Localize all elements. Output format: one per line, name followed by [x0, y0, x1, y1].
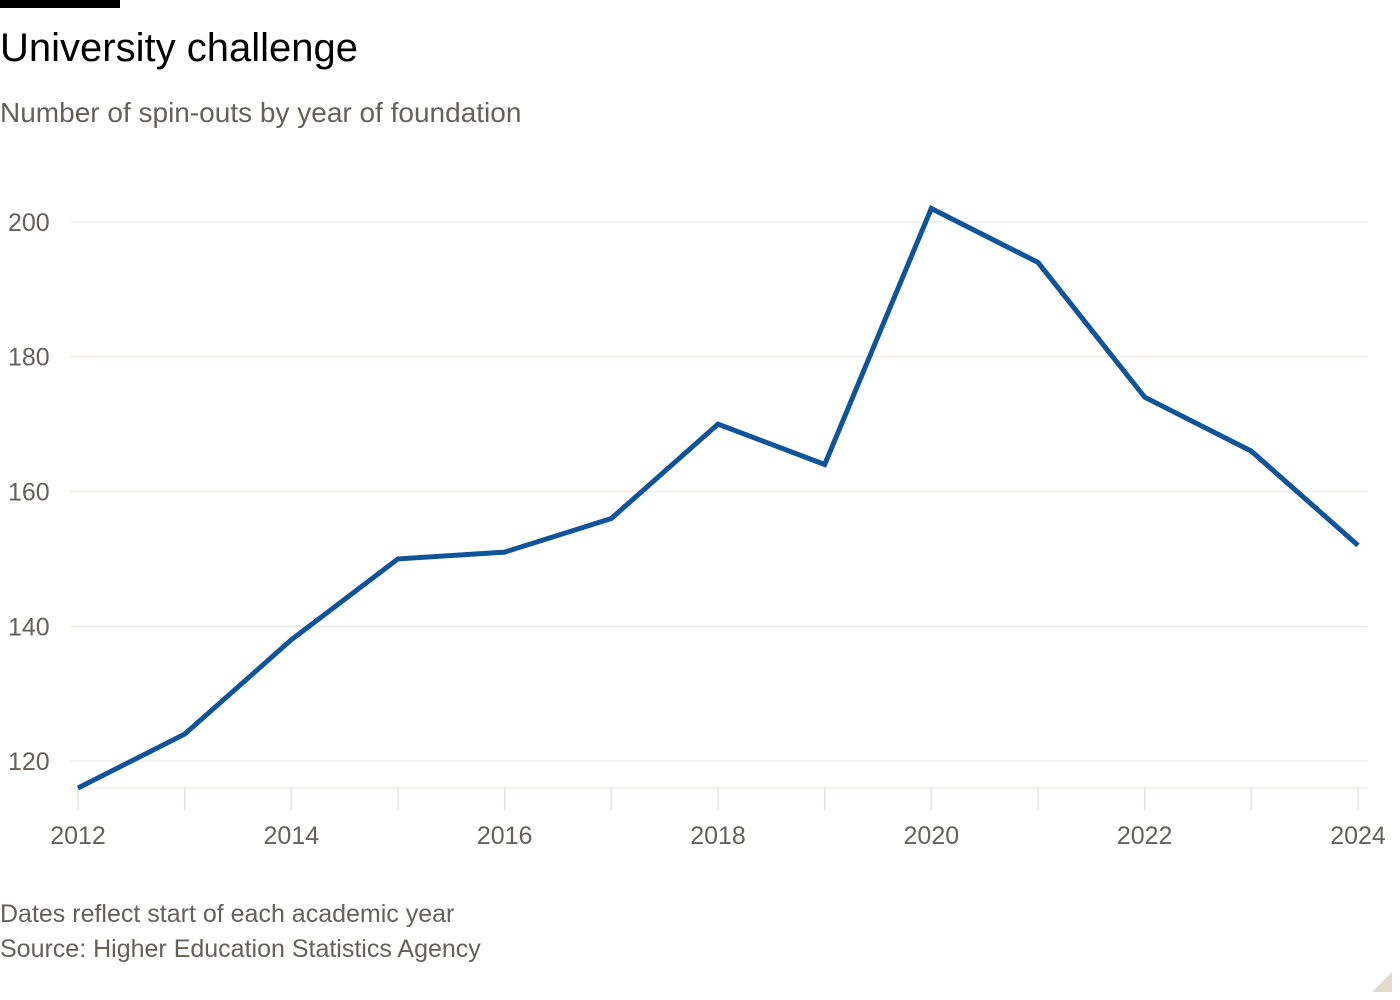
y-tick-label: 160: [8, 479, 50, 507]
x-tick-label: 2012: [50, 822, 106, 850]
footnote: Dates reflect start of each academic yea…: [0, 900, 455, 928]
chart-footer: Dates reflect start of each academic yea…: [0, 897, 481, 967]
x-tick-label: 2016: [477, 822, 533, 850]
source-note: Source: Higher Education Statistics Agen…: [0, 935, 481, 963]
y-tick-label: 140: [8, 613, 50, 641]
x-tick-label: 2022: [1117, 822, 1173, 850]
chart-title: University challenge: [0, 26, 358, 70]
x-tick-label: 2024: [1330, 822, 1386, 850]
x-tick-label: 2018: [690, 822, 746, 850]
y-tick-label: 200: [8, 209, 50, 237]
y-tick-label: 120: [8, 748, 50, 776]
x-tick-label: 2020: [904, 822, 960, 850]
series-line: [76, 205, 1360, 791]
line-chart: 120 140 160 180 200 2012 2014 2016 2018 2020 2022 2…: [8, 205, 1386, 850]
y-tick-label: 180: [8, 344, 50, 372]
corner-triangle-icon: [1372, 972, 1392, 992]
chart-subtitle: Number of spin-outs by year of foundatio…: [0, 97, 522, 128]
brand-bar: [0, 0, 120, 8]
x-tick-label: 2014: [264, 822, 320, 850]
